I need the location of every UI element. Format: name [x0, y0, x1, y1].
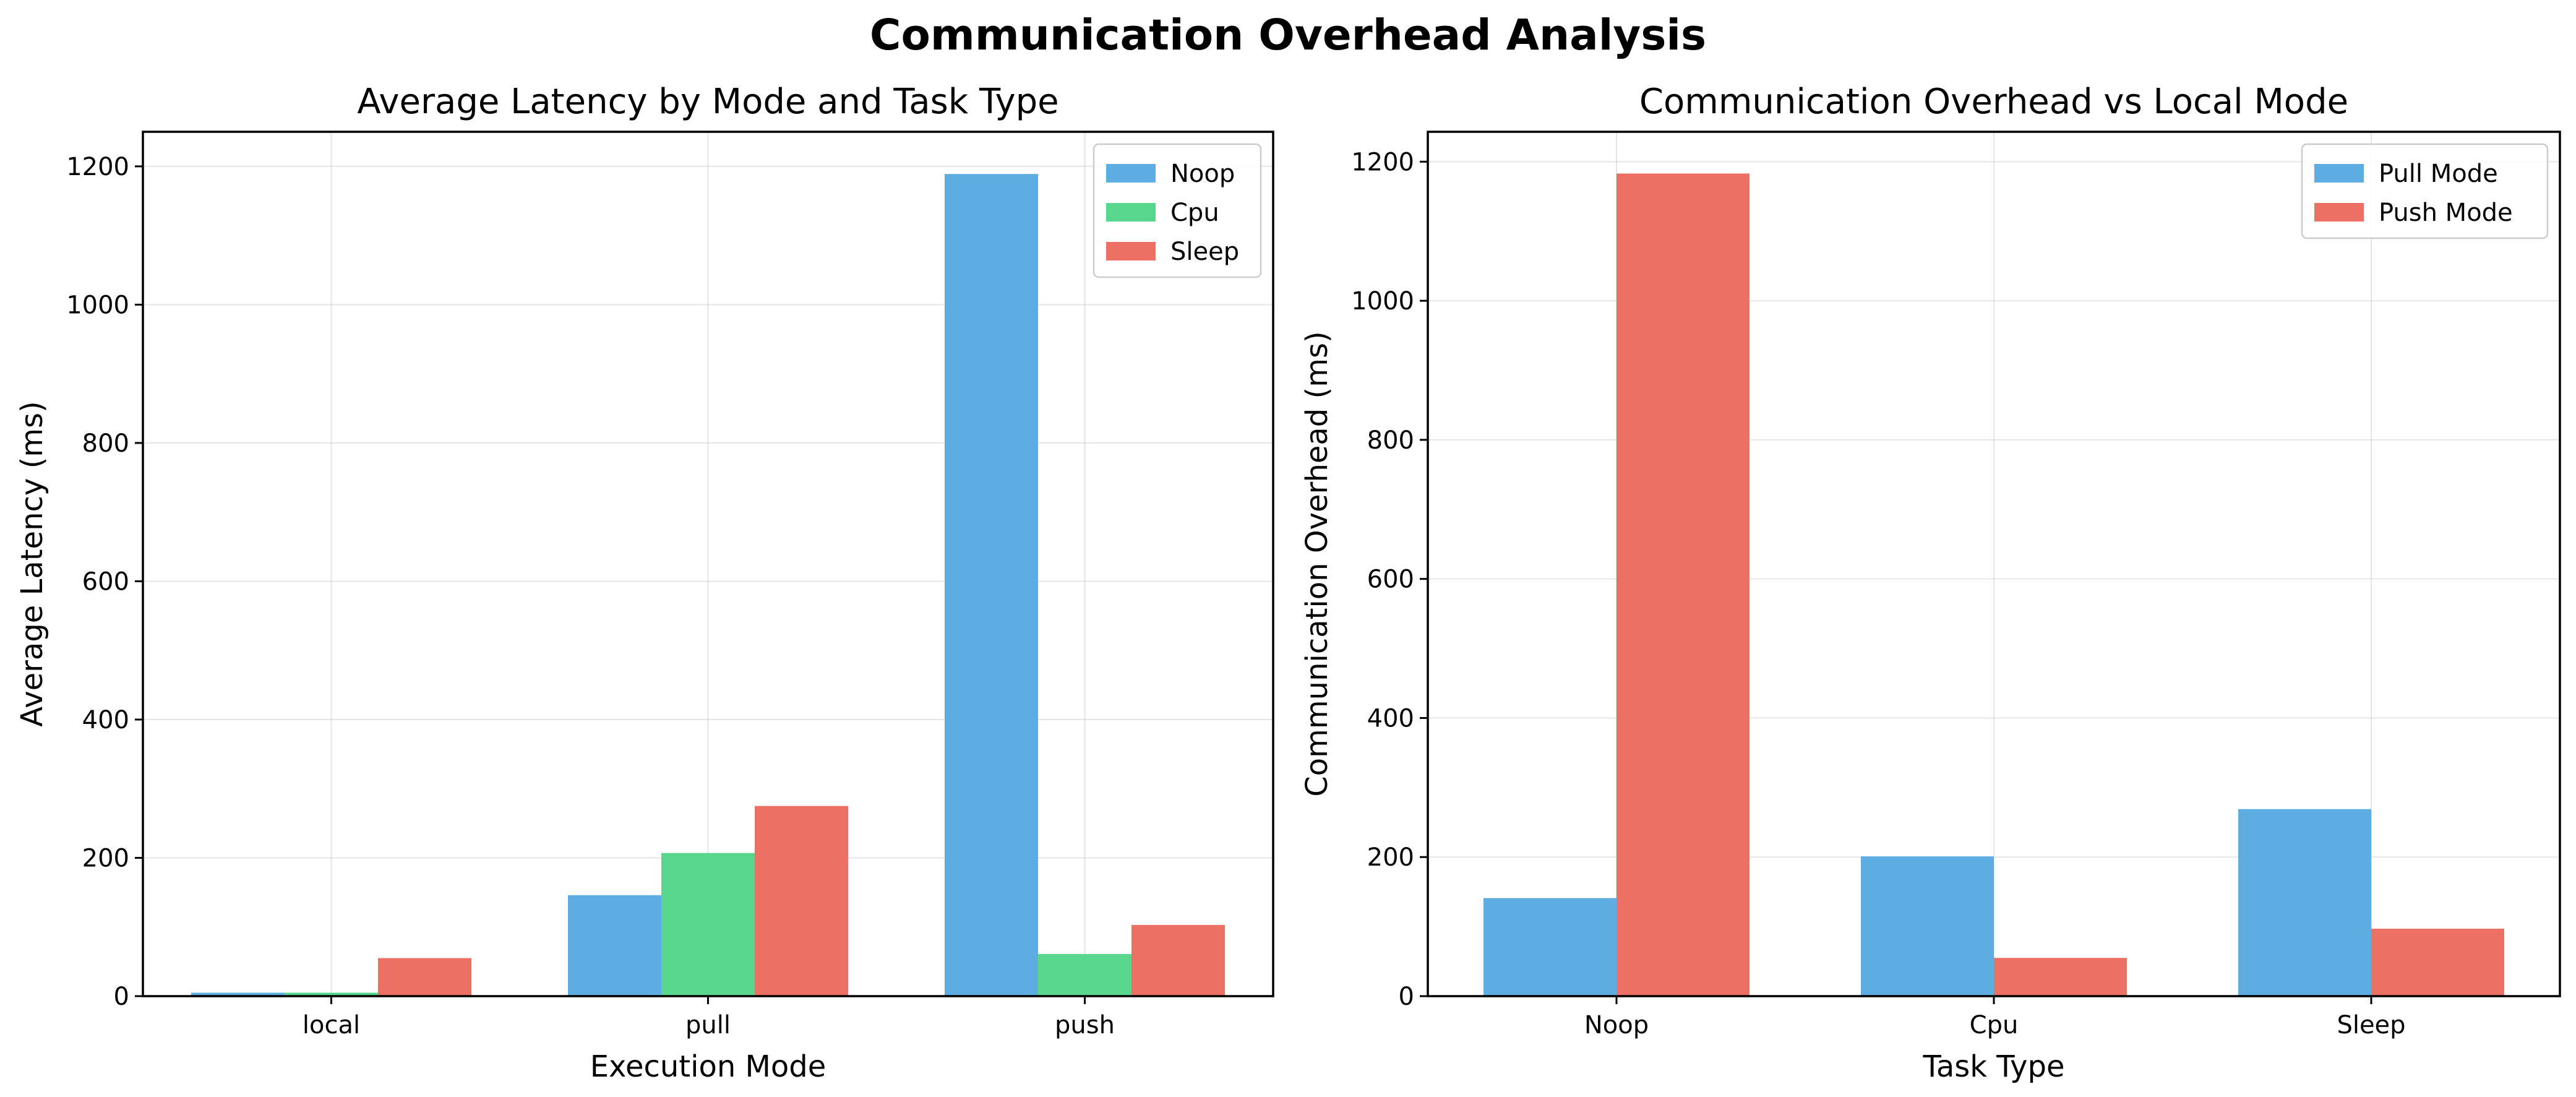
y-tick-label: 200: [1367, 843, 1414, 872]
bar-cpu-push: [1038, 953, 1131, 996]
bar-sleep-local: [378, 958, 471, 996]
latency-chart: 0 200 400 600 800 1000 1200 local pull push Averag…: [15, 82, 1274, 1084]
y-tick-label: 400: [82, 706, 129, 734]
y-tick-label: 600: [1367, 566, 1414, 594]
figure-suptitle: Communication Overhead Analysis: [870, 11, 1706, 60]
x-tick-label: push: [1055, 1011, 1115, 1039]
bar-noop-push: [945, 174, 1038, 997]
bar-push-mode-sleep: [2371, 928, 2504, 996]
legend-label: Noop: [1170, 160, 1235, 188]
x-tick-label: Noop: [1584, 1011, 1649, 1039]
x-tick-label: pull: [685, 1011, 731, 1039]
bar-sleep-push: [1131, 924, 1225, 996]
y-tick-label: 1200: [66, 153, 129, 181]
x-tick-label: local: [303, 1011, 360, 1039]
y-tick-label: 800: [82, 429, 129, 458]
y-tick-label: 600: [82, 567, 129, 596]
x-axis-label: Execution Mode: [590, 1049, 826, 1084]
y-tick-label: 1000: [1351, 287, 1414, 316]
bar-noop-local: [191, 992, 285, 996]
y-tick-label: 0: [1399, 983, 1414, 1011]
y-tick-label: 800: [1367, 426, 1414, 455]
overhead-chart: 0 200 400 600 800 1000 1200 Noop Cpu Sleep Communi…: [1300, 82, 2561, 1084]
legend: Noop Cpu Sleep: [1093, 143, 1262, 278]
bar-cpu-local: [285, 992, 378, 996]
y-axis-label: Average Latency (ms): [15, 401, 49, 727]
bar-push-mode-noop: [1616, 173, 1750, 997]
y-tick-label: 400: [1367, 704, 1414, 733]
legend-label: Pull Mode: [2379, 160, 2498, 188]
x-tick-label: Sleep: [2337, 1011, 2405, 1039]
bar-cpu-pull: [661, 853, 755, 996]
legend-swatch: [1106, 164, 1156, 183]
bar-push-mode-cpu: [1994, 958, 2127, 996]
axes-title: Communication Overhead vs Local Mode: [1639, 82, 2348, 122]
y-tick-label: 200: [82, 844, 129, 872]
legend-label: Push Mode: [2379, 199, 2513, 227]
legend: Pull Mode Push Mode: [2301, 143, 2549, 239]
bar-noop-pull: [568, 895, 661, 996]
legend-swatch: [1106, 203, 1156, 222]
axes-title: Average Latency by Mode and Task Type: [357, 82, 1058, 122]
x-tick-label: Cpu: [1970, 1011, 2019, 1039]
bar-sleep-pull: [755, 806, 848, 996]
x-axis-label: Task Type: [1922, 1049, 2064, 1084]
legend-swatch: [1106, 242, 1156, 260]
y-tick-label: 0: [114, 983, 129, 1011]
y-tick-label: 1200: [1351, 148, 1414, 176]
legend-swatch: [2314, 164, 2364, 183]
bar-pull-mode-cpu: [1861, 856, 1994, 996]
y-axis-label: Communication Overhead (ms): [1300, 331, 1334, 797]
legend-label: Cpu: [1170, 199, 1219, 227]
y-tick-label: 1000: [66, 291, 129, 319]
bar-pull-mode-sleep: [2238, 809, 2371, 996]
legend-label: Sleep: [1170, 238, 1239, 266]
legend-swatch: [2314, 203, 2364, 222]
bar-pull-mode-noop: [1483, 898, 1616, 996]
